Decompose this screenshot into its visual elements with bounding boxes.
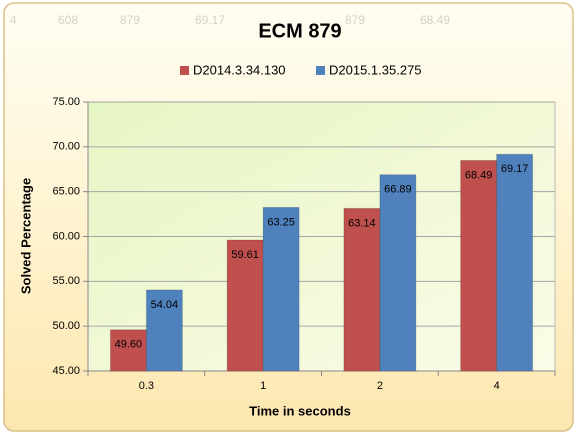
data-label: 63.14 (348, 217, 376, 229)
x-tick-label: 4 (494, 380, 500, 392)
chart-title: ECM 879 (258, 20, 341, 42)
x-tick-label: 0.3 (139, 380, 154, 392)
data-label: 66.89 (384, 184, 412, 196)
bar (262, 206, 300, 372)
bar (226, 239, 264, 372)
y-tick-label: 60.00 (52, 230, 80, 242)
x-axis-title: Time in seconds (249, 403, 351, 418)
data-label: 49.60 (115, 339, 143, 351)
legend-swatch (316, 66, 325, 75)
y-tick-label: 50.00 (52, 320, 80, 332)
legend-label: D2014.3.34.130 (193, 62, 286, 77)
bar (379, 174, 417, 372)
legend-label: D2015.1.35.275 (329, 62, 422, 77)
data-label: 63.25 (267, 216, 295, 228)
y-tick-label: 45.00 (52, 365, 80, 377)
bar (496, 153, 534, 372)
data-label: 54.04 (151, 299, 179, 311)
y-tick-label: 70.00 (52, 141, 80, 153)
legend-swatch (180, 66, 189, 75)
data-label: 68.49 (465, 169, 493, 181)
bar (460, 159, 498, 372)
x-tick-label: 1 (260, 380, 266, 392)
bar (145, 289, 183, 372)
bar (343, 207, 381, 372)
y-tick-label: 65.00 (52, 186, 80, 198)
y-tick-label: 55.00 (52, 275, 80, 287)
x-tick-label: 2 (377, 380, 383, 392)
bar (109, 329, 147, 372)
y-axis-title: Solved Percentage (18, 178, 33, 294)
y-tick-label: 75.00 (52, 96, 80, 108)
data-label: 59.61 (231, 249, 259, 261)
data-label: 69.17 (501, 163, 529, 175)
chart-layer: 45.00 50.00 55.00 60.00 65.00 70.00 75.00 0.3 49… (52, 62, 556, 392)
